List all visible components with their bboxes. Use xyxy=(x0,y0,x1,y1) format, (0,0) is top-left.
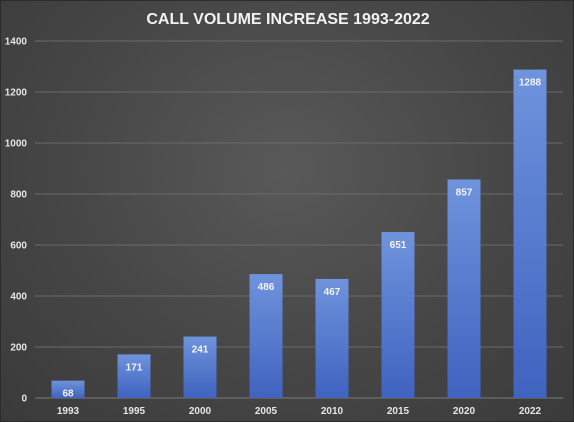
gridlines xyxy=(35,40,563,399)
x-tick-label-2022: 2022 xyxy=(519,406,542,417)
x-tick-label-1995: 1995 xyxy=(123,406,146,417)
data-label-2020: 857 xyxy=(456,187,473,198)
x-tick-label-1993: 1993 xyxy=(57,406,80,417)
y-tick-label: 800 xyxy=(10,190,27,201)
data-label-2000: 241 xyxy=(192,345,209,356)
y-tick-label: 1400 xyxy=(5,37,28,48)
x-tick-label-2015: 2015 xyxy=(387,406,410,417)
bar-2015 xyxy=(381,231,415,398)
data-label-2005: 486 xyxy=(258,282,275,293)
bar-1995 xyxy=(117,354,151,398)
x-tick-label-2010: 2010 xyxy=(321,406,344,417)
y-tick-label: 0 xyxy=(21,394,27,405)
y-tick-label: 200 xyxy=(10,343,27,354)
data-label-1993: 68 xyxy=(62,389,74,400)
data-label-1995: 171 xyxy=(126,362,143,373)
bar-2020 xyxy=(447,179,481,398)
chart-title: CALL VOLUME INCREASE 1993-2022 xyxy=(146,11,429,28)
bar-2022 xyxy=(513,69,547,398)
bars xyxy=(51,69,547,398)
data-label-2015: 651 xyxy=(390,240,407,251)
bar-2005 xyxy=(249,274,283,398)
x-tick-label-2005: 2005 xyxy=(255,406,278,417)
x-axis-tick-labels: 1993 1995 2000 2005 2010 2015 2020 2022 xyxy=(57,406,542,417)
x-tick-label-2000: 2000 xyxy=(189,406,212,417)
data-label-2010: 467 xyxy=(324,287,341,298)
bar-2010 xyxy=(315,278,349,398)
bar-1993 xyxy=(51,380,85,398)
data-label-2022: 1288 xyxy=(519,78,542,89)
x-tick-label-2020: 2020 xyxy=(453,406,476,417)
y-tick-label: 600 xyxy=(10,241,27,252)
y-tick-label: 1200 xyxy=(5,88,28,99)
bar-2000 xyxy=(183,336,217,398)
y-tick-label: 1000 xyxy=(5,139,28,150)
y-axis-tick-labels: 0 200 400 600 800 1000 1200 1400 xyxy=(5,37,28,405)
data-labels: 68 171 241 486 467 651 857 1288 xyxy=(62,78,541,400)
y-tick-label: 400 xyxy=(10,292,27,303)
